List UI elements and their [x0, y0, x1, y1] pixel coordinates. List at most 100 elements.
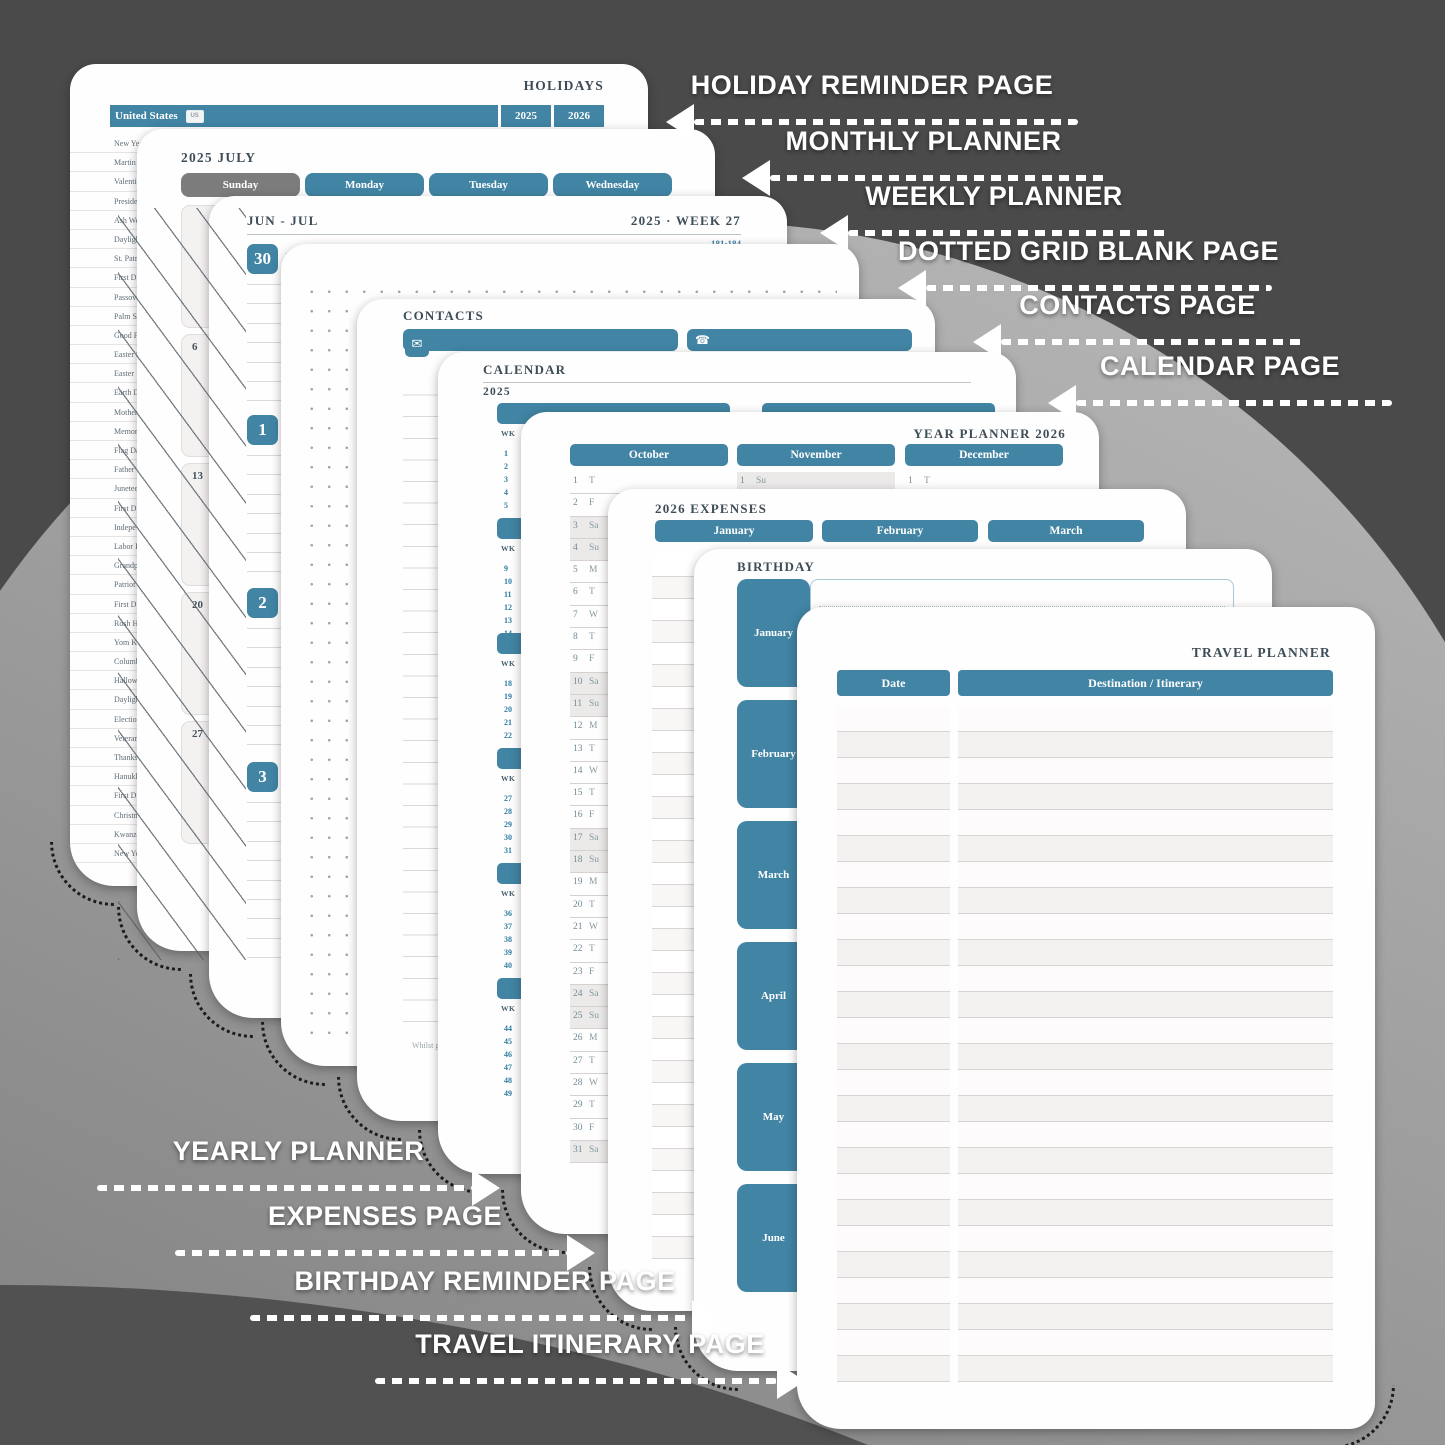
calendar-wk-label: WK: [501, 429, 516, 438]
calendar-week-number: 22: [504, 731, 512, 740]
weekly-line: [247, 957, 284, 959]
calendar-week-number: 3: [504, 475, 508, 484]
weekly-line: [247, 322, 284, 324]
weekly-line: [247, 455, 284, 456]
weekly-day-number: 30: [247, 244, 278, 274]
travel-destination-rows: [958, 706, 1333, 1382]
calendar-week-number: 13: [504, 616, 512, 625]
calendar-rule: [483, 382, 971, 383]
us-flag-icon: US: [185, 109, 204, 123]
arrow-left-icon: [666, 104, 694, 140]
calendar-week-number: 4: [504, 488, 508, 497]
weekly-line: [247, 628, 284, 629]
weekly-line: [247, 725, 284, 726]
year-month-bar: October: [570, 444, 728, 466]
calendar-year: 2025: [483, 386, 511, 398]
page-travel: TRAVEL PLANNER Date Destination / Itiner…: [797, 607, 1375, 1429]
corner-arc: [261, 1022, 325, 1086]
weekly-line: [247, 879, 284, 881]
calendar-week-number: 9: [504, 564, 508, 573]
weekly-line: [247, 802, 284, 803]
year-planner-title: YEAR PLANNER 2026: [913, 426, 1066, 441]
weekly-day-number: 2: [247, 588, 278, 618]
corner-arc: [337, 1077, 401, 1141]
calendar-week-number: 44: [504, 1024, 512, 1033]
holidays-year-2026: 2026: [554, 105, 604, 127]
weekly-day-number: 1: [247, 415, 278, 445]
calendar-wk-label: WK: [501, 544, 516, 553]
weekly-line: [247, 840, 284, 842]
calendar-week-number: 18: [504, 679, 512, 688]
year-planner-column: December 1 T: [905, 444, 1063, 495]
weekly-line: [247, 381, 284, 382]
weekly-line: [247, 918, 284, 920]
calendar-wk-label: WK: [501, 1004, 516, 1013]
contacts-footnote: Whilst grea: [412, 1041, 450, 1050]
arrow-left-icon: [742, 160, 770, 196]
expenses-month-february: February: [822, 520, 978, 542]
birthday-title: BIRTHDAY: [737, 559, 816, 574]
arrow-right-icon: [692, 1300, 720, 1336]
monthly-day-header: Sunday: [181, 173, 300, 197]
calendar-week-number: 48: [504, 1076, 512, 1085]
arrow-left-icon: [820, 215, 848, 251]
contacts-name-bar: ✉: [403, 329, 678, 357]
holidays-country: United States US: [110, 105, 498, 127]
holidays-year-2025: 2025: [501, 105, 551, 127]
calendar-week-number: 47: [504, 1063, 512, 1072]
calendar-wk-label: WK: [501, 774, 516, 783]
expenses-title: 2026 EXPENSES: [655, 501, 768, 516]
monthly-title: 2025 JULY: [181, 150, 257, 165]
arrow-left-icon: [973, 324, 1001, 360]
year-planner-column: November 1 Su: [737, 444, 895, 495]
callout-expenses: EXPENSES PAGE: [175, 1201, 595, 1271]
callout-dotted-grid: DOTTED GRID BLANK PAGE: [898, 236, 1279, 306]
calendar-week-number: 40: [504, 961, 512, 970]
arrow-right-icon: [472, 1170, 500, 1206]
monthly-day-header: Monday: [305, 173, 424, 197]
calendar-wk-label: WK: [501, 889, 516, 898]
weekly-line: [247, 821, 284, 823]
weekly-line: [247, 899, 284, 900]
calendar-week-number: 11: [504, 590, 512, 599]
weekly-line: [247, 744, 284, 746]
corner-arc: [50, 842, 114, 906]
calendar-week-number: 38: [504, 935, 512, 944]
calendar-week-number: 45: [504, 1037, 512, 1046]
calendar-week-number: 31: [504, 846, 512, 855]
travel-date-rows: [837, 706, 950, 1382]
weekly-line: [247, 361, 284, 363]
calendar-week-number: 36: [504, 909, 512, 918]
corner-arc: [674, 1327, 738, 1391]
weekly-line: [247, 860, 284, 862]
contacts-phone-bar: ☎: [687, 329, 912, 351]
birthday-dotted-line: [819, 606, 1225, 607]
corner-arc: [117, 907, 181, 971]
year-month-bar: December: [905, 444, 1063, 466]
arrow-right-icon: [567, 1235, 595, 1271]
weekly-rule: [247, 234, 741, 235]
calendar-week-number: 27: [504, 794, 512, 803]
weekly-line: [247, 666, 284, 668]
arrow-left-icon: [898, 270, 926, 306]
weekly-line: [247, 513, 284, 515]
callout-yearly: YEARLY PLANNER: [97, 1136, 500, 1206]
calendar-week-number: 49: [504, 1089, 512, 1098]
monthly-day-header: Wednesday: [553, 173, 672, 197]
contacts-title: CONTACTS: [403, 308, 484, 323]
calendar-week-number: 5: [504, 501, 508, 510]
corner-arc: [418, 1130, 482, 1194]
year-month-bar: November: [737, 444, 895, 466]
callout-contacts: CONTACTS PAGE: [973, 290, 1302, 360]
corner-arc: [588, 1267, 652, 1331]
calendar-week-number: 21: [504, 718, 512, 727]
holidays-title: HOLIDAYS: [523, 78, 604, 93]
corner-arc: [1331, 1385, 1395, 1445]
calendar-wk-label: WK: [501, 659, 516, 668]
callout-holiday: HOLIDAY REMINDER PAGE: [666, 70, 1078, 140]
phone-icon: ☎: [695, 333, 710, 347]
expenses-month-january: January: [655, 520, 813, 542]
weekly-line: [247, 342, 284, 344]
calendar-week-number: 1: [504, 449, 508, 458]
